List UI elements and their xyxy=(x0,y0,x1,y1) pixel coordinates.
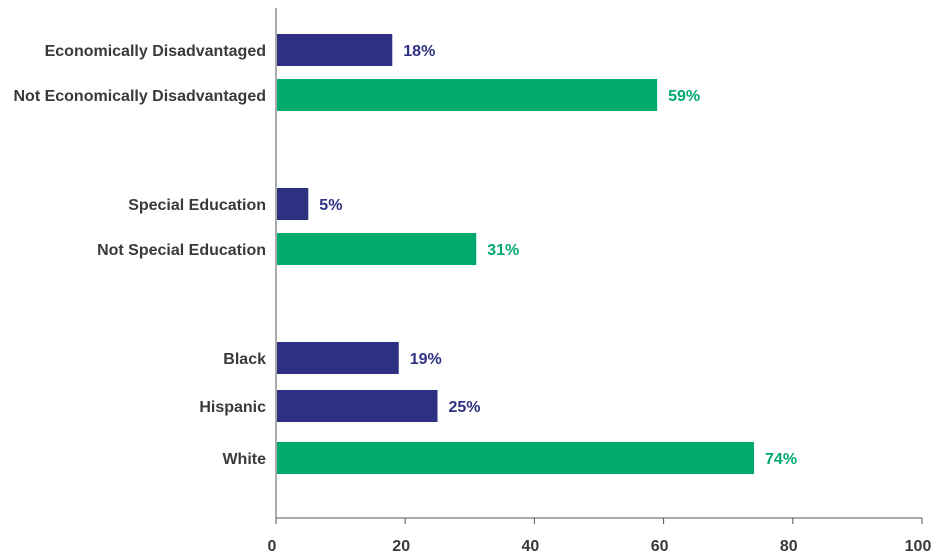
bar-5 xyxy=(277,390,438,422)
x-tick-label-3: 60 xyxy=(651,538,669,555)
category-label-4: Black xyxy=(223,351,266,368)
bar-3 xyxy=(277,233,477,265)
value-label-6: 74% xyxy=(765,451,797,468)
bar-1 xyxy=(277,79,658,111)
value-label-4: 19% xyxy=(410,351,442,368)
bar-2 xyxy=(277,188,309,220)
bars-layer xyxy=(277,34,755,474)
category-label-3: Not Special Education xyxy=(97,242,266,259)
x-tick-label-2: 40 xyxy=(522,538,540,555)
bar-0 xyxy=(277,34,393,66)
category-label-6: White xyxy=(222,451,266,468)
x-tick-label-4: 80 xyxy=(780,538,798,555)
category-label-5: Hispanic xyxy=(199,399,266,416)
axis-layer: 0 20 40 60 80 100 xyxy=(268,8,932,555)
x-tick-label-0: 0 xyxy=(268,538,277,555)
labels-layer: Economically Disadvantaged 18% Not Economi… xyxy=(13,43,797,468)
value-label-0: 18% xyxy=(403,43,435,60)
value-label-3: 31% xyxy=(487,242,519,259)
value-label-5: 25% xyxy=(449,399,481,416)
category-label-1: Not Economically Disadvantaged xyxy=(13,88,266,105)
value-label-2: 5% xyxy=(319,197,342,214)
bar-6 xyxy=(277,442,755,474)
category-label-2: Special Education xyxy=(128,197,266,214)
x-tick-label-5: 100 xyxy=(905,538,932,555)
bar-4 xyxy=(277,342,399,374)
category-label-0: Economically Disadvantaged xyxy=(45,43,266,60)
value-label-1: 59% xyxy=(668,88,700,105)
x-tick-label-1: 20 xyxy=(392,538,410,555)
